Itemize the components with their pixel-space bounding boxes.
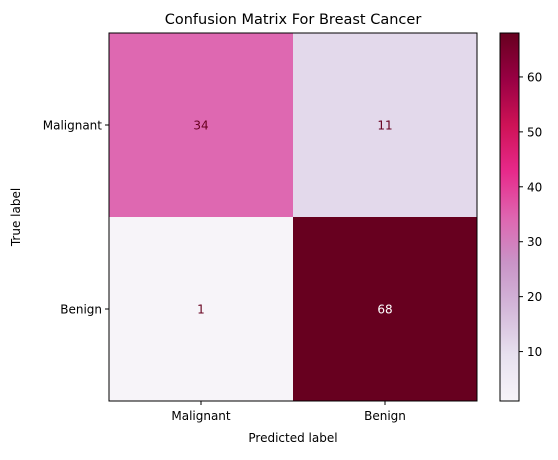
y-axis-label: True label — [9, 188, 23, 247]
cell-value-label: 34 — [193, 119, 208, 133]
y-tick-label: Benign — [60, 303, 102, 317]
x-axis-ticks: Malignant Benign — [171, 401, 406, 423]
colorbar-tick-label: 60 — [527, 70, 542, 84]
cell-value-label: 68 — [377, 303, 392, 317]
cell-value-label: 11 — [377, 119, 392, 133]
y-tick-label: Malignant — [43, 119, 103, 133]
chart-title: Confusion Matrix For Breast Cancer — [165, 12, 422, 28]
colorbar-ticks: 10 20 30 40 50 60 — [519, 70, 542, 359]
x-axis-label: Predicted label — [248, 431, 337, 445]
colorbar-tick-label: 20 — [527, 290, 542, 304]
cell-value-label: 1 — [197, 303, 205, 317]
colorbar-tick-label: 30 — [527, 235, 542, 249]
colorbar-tick-label: 10 — [527, 345, 542, 359]
heatmap-cells: 34 111 68 — [109, 33, 477, 401]
x-tick-label: Malignant — [171, 409, 231, 423]
colorbar — [500, 33, 519, 401]
colorbar-tick-label: 50 — [527, 125, 542, 139]
colorbar-tick-label: 40 — [527, 180, 542, 194]
x-tick-label: Benign — [364, 409, 406, 423]
y-axis-ticks: Malignant Benign — [43, 119, 109, 317]
